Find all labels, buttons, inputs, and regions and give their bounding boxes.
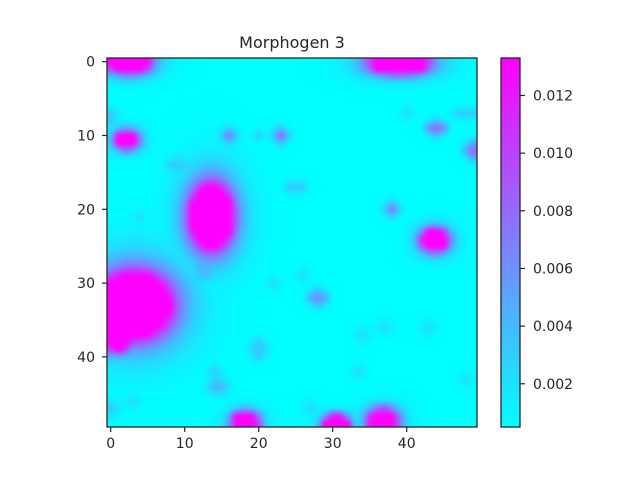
colorbar-tick-label: 0.010 bbox=[533, 146, 573, 162]
plot-frame bbox=[106, 57, 478, 428]
x-tick-label: 40 bbox=[398, 436, 416, 452]
x-tick-label: 0 bbox=[106, 436, 115, 452]
chart-title: Morphogen 3 bbox=[239, 33, 345, 52]
y-tick-label: 40 bbox=[77, 350, 95, 366]
colorbar-frame bbox=[500, 57, 521, 428]
colorbar-tick-label: 0.006 bbox=[533, 261, 573, 277]
y-tick-label: 20 bbox=[77, 202, 95, 218]
colorbar bbox=[501, 58, 520, 427]
y-axis: 0 10 20 30 40 bbox=[77, 55, 107, 366]
x-tick-label: 10 bbox=[176, 436, 194, 452]
x-tick-label: 20 bbox=[250, 436, 268, 452]
x-axis: 0 10 20 30 40 bbox=[106, 427, 416, 452]
colorbar-tick-label: 0.008 bbox=[533, 204, 573, 220]
y-tick-label: 30 bbox=[77, 276, 95, 292]
x-tick-label: 30 bbox=[324, 436, 342, 452]
colorbar-axis: 0.002 0.004 0.006 0.008 0.010 0.012 bbox=[520, 88, 573, 393]
heatmap-image bbox=[107, 58, 477, 427]
colorbar-tick-label: 0.002 bbox=[533, 377, 573, 393]
y-tick-label: 10 bbox=[77, 128, 95, 144]
colorbar-tick-label: 0.004 bbox=[533, 319, 573, 335]
colorbar-tick-label: 0.012 bbox=[533, 88, 573, 104]
y-tick-label: 0 bbox=[86, 55, 95, 71]
